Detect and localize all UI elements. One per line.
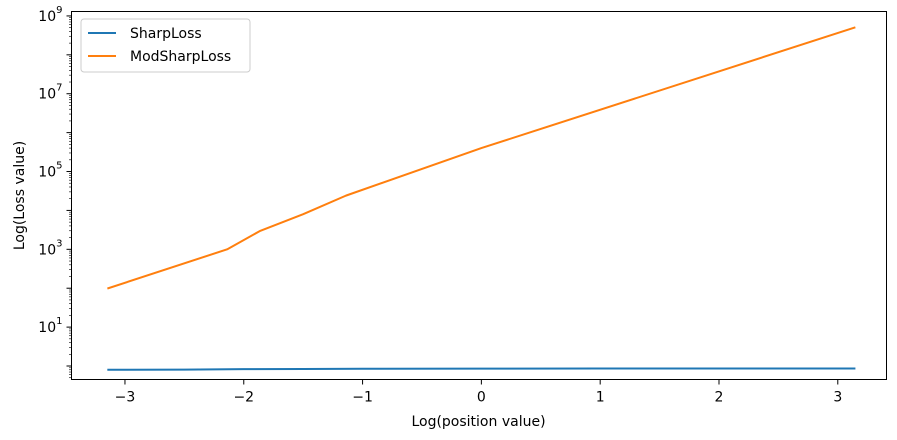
legend-label-modsharploss: ModSharpLoss bbox=[130, 49, 231, 65]
plot-lines bbox=[107, 26, 856, 371]
y-axis-label: Log(Loss value) bbox=[12, 141, 28, 250]
legend: SharpLoss ModSharpLoss bbox=[80, 18, 251, 73]
y-tick-label: 109 bbox=[38, 5, 62, 25]
x-axis-ticks: −3 −2 −1 0 1 2 3 bbox=[115, 379, 842, 406]
y-tick-label: 101 bbox=[38, 316, 62, 336]
x-tick-label: −2 bbox=[233, 390, 254, 406]
x-tick-label: −1 bbox=[352, 390, 373, 406]
series-line-modsharploss bbox=[107, 26, 856, 290]
x-tick-label: −3 bbox=[115, 390, 136, 406]
y-axis-ticks: 101 103 105 107 109 bbox=[38, 5, 72, 379]
plot-frame bbox=[71, 11, 887, 380]
x-tick-label: 1 bbox=[596, 390, 605, 406]
series-line-sharploss bbox=[107, 367, 856, 371]
x-tick-label: 0 bbox=[477, 390, 486, 406]
y-tick-label: 105 bbox=[38, 161, 62, 181]
legend-box bbox=[80, 18, 251, 73]
y-tick-label: 107 bbox=[38, 83, 62, 103]
x-tick-label: 2 bbox=[715, 390, 724, 406]
y-tick-label: 103 bbox=[38, 238, 62, 258]
x-axis-label: Log(position value) bbox=[411, 414, 545, 430]
x-tick-label: 3 bbox=[833, 390, 842, 406]
legend-label-sharploss: SharpLoss bbox=[130, 26, 202, 42]
